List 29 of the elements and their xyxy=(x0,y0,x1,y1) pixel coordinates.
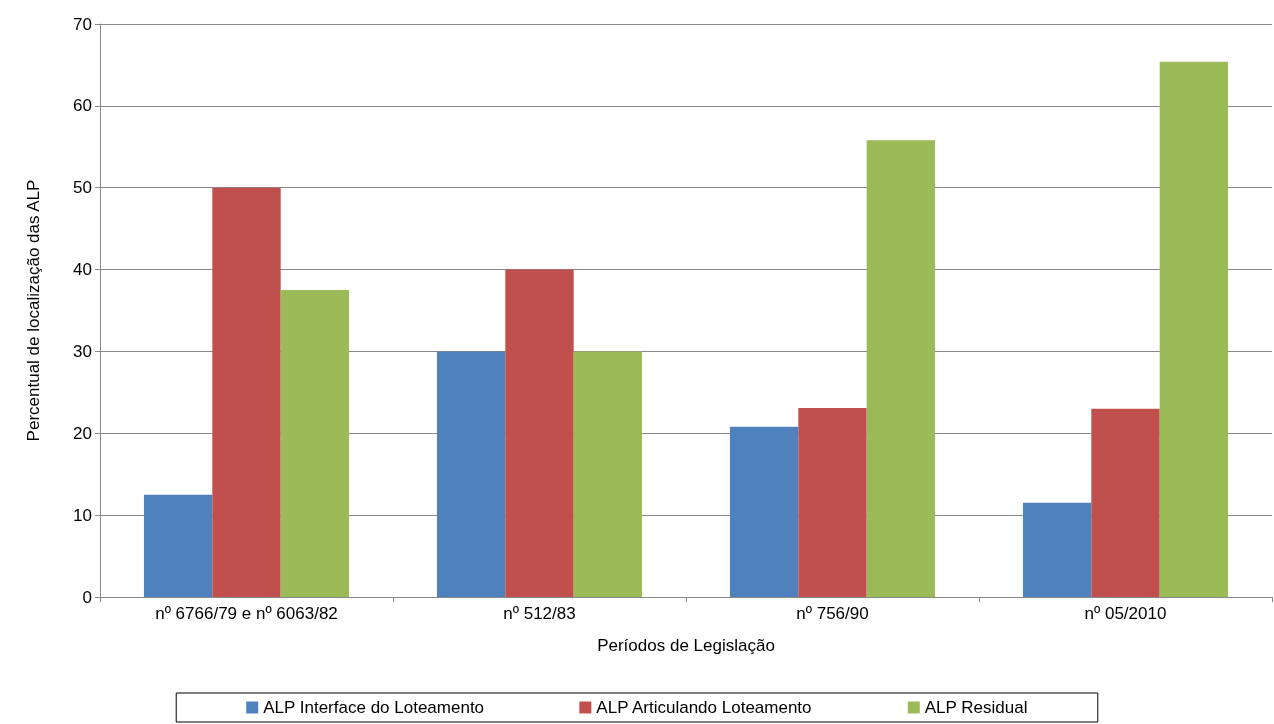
legend-label: ALP Interface do Loteamento xyxy=(263,698,485,717)
x-tick-label: nº 6766/79 e nº 6063/82 xyxy=(155,604,338,623)
legend-label: ALP Residual xyxy=(924,698,1028,717)
bar xyxy=(866,140,936,597)
y-tick-label: 40 xyxy=(73,260,92,280)
y-tick-label: 50 xyxy=(73,178,92,198)
y-tick-label: 0 xyxy=(82,587,92,607)
x-tick-label: nº 512/83 xyxy=(503,604,576,623)
bar xyxy=(212,187,281,597)
bar xyxy=(729,426,799,597)
y-tick-label: 20 xyxy=(73,423,92,443)
y-tick-label: 10 xyxy=(73,505,92,525)
bar xyxy=(505,269,574,597)
y-tick-label: 70 xyxy=(73,14,92,34)
bar xyxy=(1159,61,1229,597)
bar xyxy=(798,407,867,597)
y-axis-title: Percentual de localização das ALP xyxy=(24,179,43,442)
bar xyxy=(1022,502,1092,597)
bar xyxy=(436,351,506,597)
bar xyxy=(1091,408,1160,597)
y-tick-label: 30 xyxy=(73,341,92,361)
bar xyxy=(573,351,643,597)
x-axis-title: Períodos de Legislação xyxy=(597,636,775,655)
x-tick-label: nº 756/90 xyxy=(796,604,869,623)
bar xyxy=(143,494,213,597)
x-tick-label: nº 05/2010 xyxy=(1084,604,1167,623)
y-tick-label: 60 xyxy=(73,96,92,116)
bar xyxy=(280,290,350,597)
legend-label: ALP Articulando Loteamento xyxy=(596,698,812,717)
